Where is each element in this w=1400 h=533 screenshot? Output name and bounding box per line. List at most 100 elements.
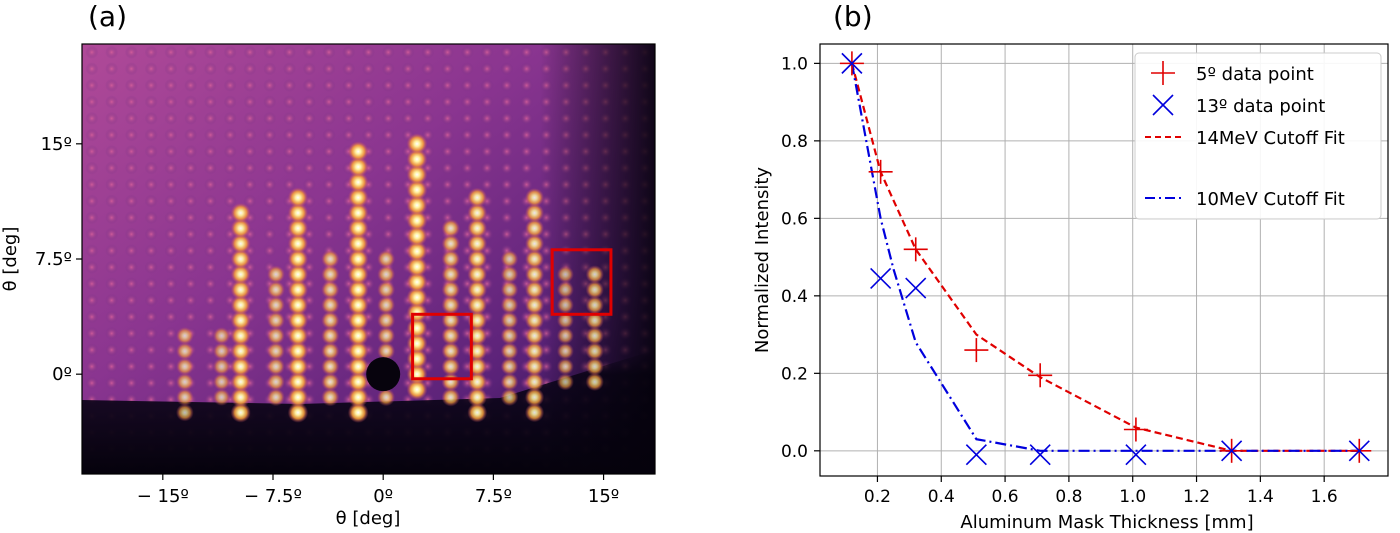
- dim-spot: [263, 78, 277, 92]
- dim-spot: [203, 211, 217, 225]
- bright-spot: [524, 372, 545, 392]
- heatmap-panel: [82, 29, 671, 474]
- dim-spot: [124, 227, 138, 241]
- dim-spot: [164, 161, 178, 175]
- bright-spot: [347, 356, 369, 377]
- dim-spot: [85, 194, 99, 208]
- bright-spot: [467, 187, 488, 208]
- plus-marker: [1123, 417, 1148, 442]
- bright-spot: [321, 265, 340, 284]
- dim-spot: [184, 111, 198, 125]
- bright-spot: [406, 286, 428, 308]
- bright-spot: [556, 311, 574, 329]
- dim-spot: [302, 95, 316, 109]
- dim-spot: [599, 29, 612, 42]
- dim-spot: [382, 29, 395, 42]
- dim-spot: [381, 95, 395, 109]
- dim-spot: [223, 178, 237, 192]
- dim-spot: [243, 161, 257, 175]
- dim-spot: [184, 161, 198, 175]
- bright-spot: [175, 373, 194, 391]
- dim-spot: [658, 261, 671, 274]
- dim-spot: [480, 62, 494, 76]
- bright-spot: [377, 342, 396, 361]
- x-marker: [1348, 440, 1370, 462]
- bright-spot: [377, 311, 396, 330]
- bright-spot: [467, 218, 488, 239]
- dim-spot: [243, 95, 257, 109]
- bright-spot: [266, 311, 285, 330]
- dim-spot: [223, 128, 237, 142]
- dim-spot: [322, 111, 336, 125]
- bright-spot: [441, 265, 461, 284]
- dim-spot: [658, 145, 671, 158]
- heatmap-x-tick-label: − 7.5º: [244, 486, 302, 507]
- dim-spot: [223, 95, 237, 109]
- dim-spot: [124, 62, 138, 76]
- dim-spot: [263, 62, 277, 76]
- dim-spot: [203, 227, 217, 241]
- heatmap-x-tick-label: − 15º: [137, 486, 189, 507]
- dim-spot: [164, 145, 178, 158]
- x-marker: [965, 444, 987, 466]
- legend-label-10mev-fit: 10MeV Cutoff Fit: [1196, 189, 1345, 210]
- dim-spot: [85, 78, 99, 92]
- dim-spot: [184, 145, 198, 158]
- dim-spot: [124, 161, 138, 175]
- dim-spot: [243, 45, 257, 59]
- dim-spot: [401, 62, 415, 76]
- dim-spot: [203, 128, 217, 142]
- dim-spot: [639, 29, 652, 42]
- bright-spot: [441, 295, 461, 315]
- dim-spot: [402, 29, 415, 42]
- bright-spot: [266, 388, 285, 407]
- dim-spot: [500, 78, 514, 92]
- bright-spot: [406, 210, 428, 232]
- dim-spot: [303, 29, 316, 42]
- dim-spot: [658, 426, 671, 439]
- bright-spot: [441, 387, 461, 407]
- dim-spot: [460, 62, 474, 76]
- line-chart-frame: [819, 43, 1389, 477]
- dim-spot: [500, 211, 514, 225]
- heatmap-x-tick-label: 7.5º: [475, 486, 512, 507]
- dim-spot: [658, 443, 671, 456]
- dim-spot: [658, 95, 671, 108]
- plus-marker: [964, 338, 989, 363]
- dark-blob: [366, 357, 401, 392]
- dim-spot: [362, 29, 375, 42]
- dim-spot: [243, 194, 257, 208]
- dim-spot: [658, 162, 671, 175]
- dim-spot: [460, 161, 474, 175]
- dim-spot: [540, 29, 553, 42]
- bright-spot: [377, 265, 396, 284]
- dim-spot: [203, 161, 217, 175]
- bright-spot: [287, 371, 309, 393]
- legend-label-5-deg: 5º data point: [1196, 64, 1314, 85]
- dim-spot: [381, 78, 395, 92]
- dim-spot: [421, 78, 435, 92]
- bright-spot: [347, 217, 369, 239]
- dim-spot: [203, 244, 217, 258]
- heatmap-y-tick-label: 0º: [52, 364, 72, 385]
- legend-entry-5-deg: 5º data point: [1151, 61, 1314, 85]
- dim-spot: [203, 62, 217, 76]
- dim-spot: [184, 29, 197, 42]
- dim-spot: [658, 228, 671, 241]
- bright-spot: [321, 249, 340, 269]
- bright-spot: [347, 141, 369, 162]
- bright-spot: [406, 164, 428, 186]
- dim-spot: [85, 293, 99, 307]
- y-tick-label: 1.0: [781, 54, 808, 74]
- dim-spot: [658, 195, 671, 208]
- dim-spot: [105, 343, 119, 357]
- red-boxes: [411, 248, 613, 381]
- dim-spot: [658, 211, 671, 224]
- dim-spot: [342, 128, 356, 142]
- dim-spot: [342, 78, 356, 92]
- legend-label-14mev-fit: 14MeV Cutoff Fit: [1196, 128, 1345, 149]
- dim-spot: [124, 45, 138, 59]
- dim-spot: [263, 211, 277, 225]
- bright-spot: [287, 233, 309, 254]
- bright-spot: [321, 326, 340, 345]
